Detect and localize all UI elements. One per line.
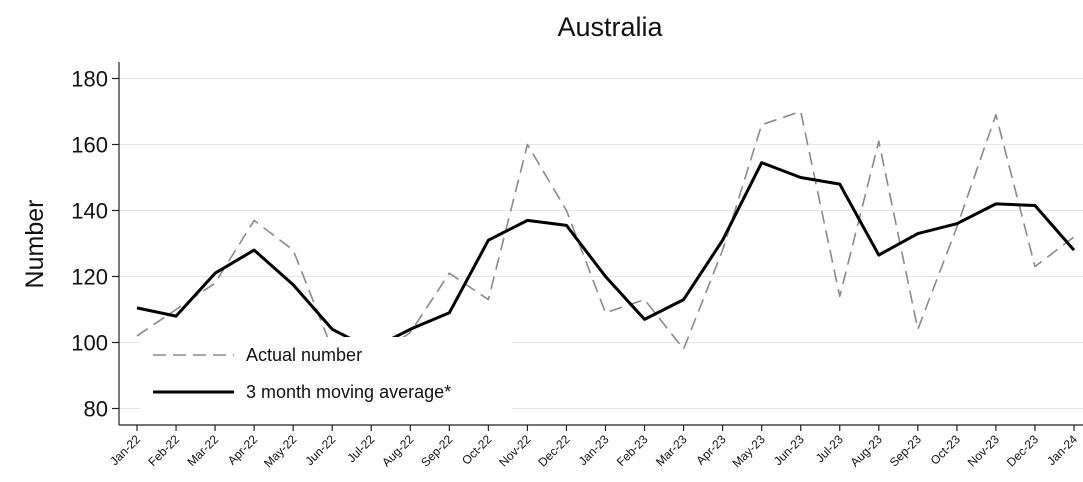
x-tick-labels: Jan-22 Feb-22 Mar-22 Apr-22 May-22 Jun-22 Jul-… [107, 432, 1080, 470]
y-tick-label-160: 160 [71, 133, 108, 158]
x-tick-label-dec-22: Dec-22 [535, 432, 572, 469]
x-tick-label-dec-23: Dec-23 [1004, 432, 1041, 469]
x-tick-label-jun-22: Jun-22 [302, 432, 338, 468]
x-tick-label-nov-23: Nov-23 [965, 432, 1002, 469]
legend-label-actual-number: Actual number [246, 345, 362, 365]
series-group [136, 110, 1076, 360]
y-tick-labels: 80 100 120 140 160 180 [71, 67, 108, 422]
chart-title: Australia [557, 12, 663, 42]
x-tick-label-may-23: May-23 [730, 432, 768, 470]
y-tick-label-180: 180 [71, 67, 108, 92]
series-line-actual-number [136, 110, 1075, 360]
x-tick-label-feb-23: Feb-23 [614, 432, 651, 469]
legend: Actual number 3 month moving average* [140, 337, 512, 419]
x-tick-label-jan-22: Jan-22 [107, 432, 143, 468]
x-tick-label-jun-23: Jun-23 [771, 432, 807, 468]
x-tick-label-jan-24: Jan-24 [1044, 432, 1080, 468]
x-tick-label-feb-22: Feb-22 [145, 432, 182, 469]
x-tick-label-apr-23: Apr-23 [693, 432, 729, 468]
x-tick-label-jan-23: Jan-23 [576, 432, 612, 468]
x-tick-label-jul-22: Jul-22 [344, 432, 377, 465]
legend-box [140, 337, 512, 419]
x-tick-label-aug-23: Aug-23 [848, 432, 885, 469]
x-tick-label-mar-23: Mar-23 [653, 432, 690, 469]
series-line-3-month-moving-average [136, 161, 1076, 351]
x-tick-label-oct-23: Oct-23 [928, 432, 964, 468]
x-tick-label-jul-23: Jul-23 [813, 432, 846, 465]
y-axis-label: Number [21, 200, 49, 289]
y-tick-label-100: 100 [71, 331, 108, 356]
x-tick-label-sep-23: Sep-23 [887, 432, 924, 469]
legend-label-moving-average: 3 month moving average* [246, 382, 451, 402]
x-tick-label-sep-22: Sep-22 [418, 432, 455, 469]
x-tick-label-may-22: May-22 [261, 432, 299, 470]
y-tick-label-120: 120 [71, 265, 108, 290]
x-tick-label-oct-22: Oct-22 [459, 432, 495, 468]
y-tick-label-140: 140 [71, 199, 108, 224]
x-tick-label-apr-22: Apr-22 [225, 432, 261, 468]
x-tick-label-mar-22: Mar-22 [184, 432, 221, 469]
x-tick-label-aug-22: Aug-22 [379, 432, 416, 469]
axes [112, 62, 1083, 431]
x-tick-label-nov-22: Nov-22 [496, 432, 533, 469]
y-tick-label-80: 80 [84, 397, 108, 422]
